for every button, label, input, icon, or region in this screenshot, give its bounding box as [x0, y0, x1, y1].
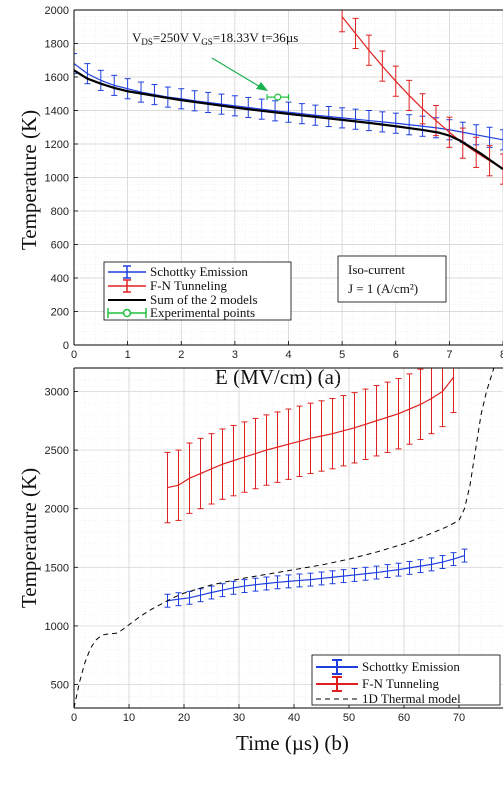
x-tick-label: 2	[178, 349, 184, 361]
legend-item-fn-top: F-N Tunneling	[108, 278, 227, 293]
legend-label: F-N Tunneling	[362, 676, 439, 691]
x-tick-label: 10	[123, 712, 135, 724]
x-tick-label: 70	[453, 712, 465, 724]
x-tick-label: 0	[71, 712, 77, 724]
y-axis-label-bottom: Temperature (K)	[17, 468, 41, 608]
y-tick-label: 2500	[45, 445, 69, 457]
info-line-1: Iso-current	[348, 262, 405, 277]
legend-label: Schottky Emission	[150, 264, 248, 279]
ticks-top: 0 1 2 3 4 5 6 7 8 0 200 400 600 800 1000 1200 1400 1600 18…	[45, 5, 503, 361]
y-tick-label: 2000	[45, 504, 69, 516]
y-tick-label: 1400	[45, 106, 69, 118]
x-tick-label: 8	[500, 349, 503, 361]
annotation-arrow-line	[211, 57, 263, 89]
x-tick-label: 20	[178, 712, 190, 724]
series-clip-group	[74, 10, 503, 185]
legend-item-schottky-bottom: Schottky Emission	[316, 659, 460, 675]
x-tick-label: 60	[398, 712, 410, 724]
x-tick-label: 1	[125, 349, 131, 361]
data-point	[274, 93, 282, 101]
x-tick-label: 0	[71, 349, 77, 361]
legend-item-sum-top: Sum of the 2 models	[108, 292, 258, 307]
legend-label: Sum of the 2 models	[150, 292, 258, 307]
panel-top: 0 1 2 3 4 5 6 7 8 0 200 400 600 800 1000 1200 1400 1600 18…	[17, 5, 503, 389]
x-axis-label-bottom: Time (µs) (b)	[236, 731, 349, 755]
info-line-2: J = 1 (A/cm²)	[348, 281, 418, 296]
x-tick-label: 30	[233, 712, 245, 724]
legend-item-schottky-top: Schottky Emission	[108, 264, 248, 279]
y-tick-label: 200	[51, 307, 69, 319]
x-axis-label-top: E (MV/cm) (a)	[215, 365, 341, 389]
y-tick-label: 1000	[45, 621, 69, 633]
y-tick-label: 400	[51, 273, 69, 285]
y-tick-label: 2000	[45, 5, 69, 17]
series-clip-group	[74, 368, 495, 708]
series-line-2	[74, 368, 495, 708]
series-group-top	[74, 10, 503, 185]
y-axis-label-top: Temperature (K)	[17, 110, 41, 250]
y-tick-label: 600	[51, 240, 69, 252]
legend-item-thermal-bottom: 1D Thermal model	[316, 691, 461, 706]
series-line-0	[167, 555, 465, 602]
y-tick-label: 1500	[45, 562, 69, 574]
y-tick-label: 500	[51, 680, 69, 692]
x-tick-label: 4	[285, 349, 291, 361]
legend-bottom: Schottky Emission F-N Tunneling 1D Therm…	[311, 654, 501, 706]
legend-swatch	[122, 308, 132, 318]
y-tick-label: 1600	[45, 72, 69, 84]
annotation-conditions: VDS=250V VGS=18.33V t=36µs	[132, 30, 298, 47]
y-tick-label: 1000	[45, 173, 69, 185]
x-tick-label: 3	[232, 349, 238, 361]
legend-label: F-N Tunneling	[150, 278, 227, 293]
legend-item-fn-bottom: F-N Tunneling	[316, 676, 439, 692]
y-tick-label: 0	[63, 340, 69, 352]
legend-box-bottom	[311, 654, 501, 706]
annotation-arrow-head	[256, 82, 268, 91]
x-tick-label: 40	[288, 712, 300, 724]
legend-label: Schottky Emission	[362, 659, 460, 674]
x-tick-label: 6	[393, 349, 399, 361]
info-box-frame	[337, 255, 447, 303]
x-tick-label: 7	[446, 349, 452, 361]
y-tick-label: 3000	[45, 386, 69, 398]
legend-label: Experimental points	[150, 305, 255, 320]
x-tick-label: 5	[339, 349, 345, 361]
info-box: Iso-current J = 1 (A/cm²)	[337, 255, 447, 303]
series-group-bottom	[74, 368, 495, 708]
series-line-2	[74, 69, 503, 171]
legend-top: Schottky Emission F-N Tunneling Sum of t…	[103, 261, 292, 321]
legend-label: 1D Thermal model	[362, 691, 461, 706]
y-tick-label: 1200	[45, 139, 69, 151]
y-tick-label: 800	[51, 206, 69, 218]
ticks-bottom: 0 10 20 30 40 50 60 70 500 1000 1500 2000 2500 3000	[45, 386, 466, 724]
y-tick-label: 1800	[45, 39, 69, 51]
legend-item-exp-top: Experimental points	[107, 305, 255, 320]
panel-bottom: 0 10 20 30 40 50 60 70 500 1000 1500 2000 2500 3000 S…	[17, 367, 503, 755]
x-tick-label: 50	[343, 712, 355, 724]
